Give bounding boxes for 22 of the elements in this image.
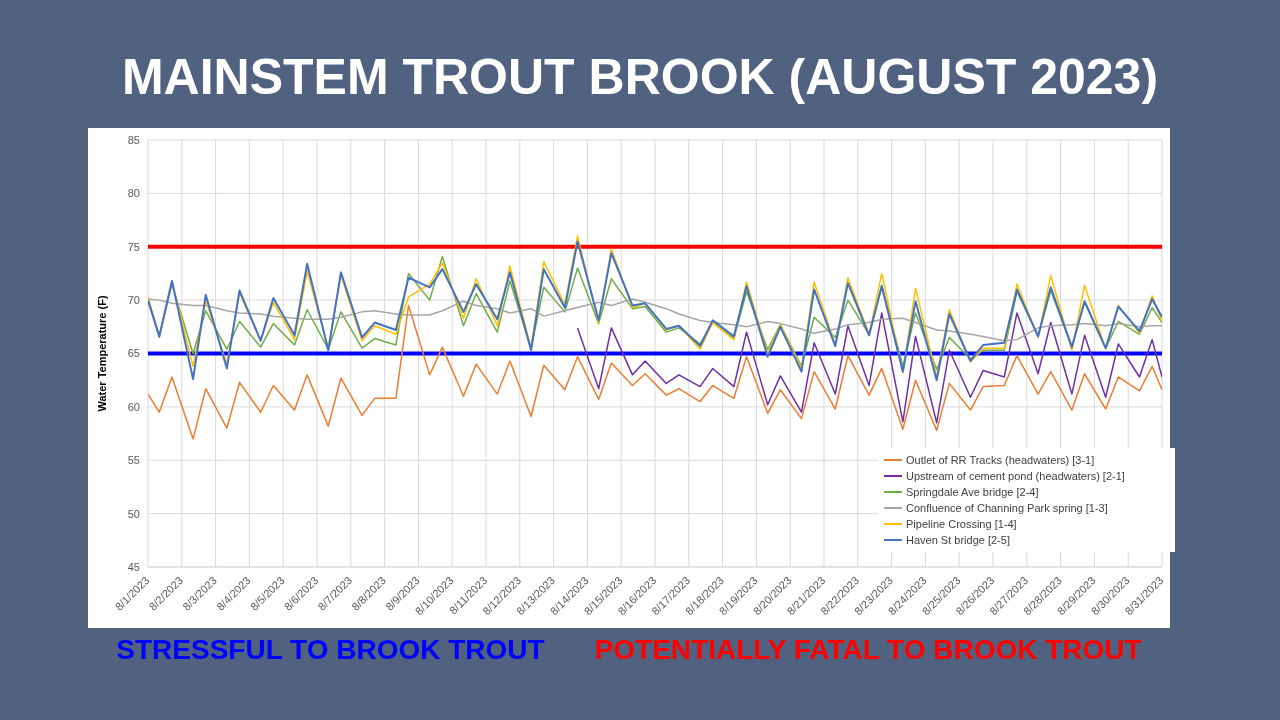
ref-line-label: STRESSFUL TO BROOK TROUT [116, 634, 545, 666]
legend-label: Pipeline Crossing [1-4] [906, 518, 1017, 530]
line-series [148, 304, 1162, 440]
line-series [148, 298, 1162, 342]
chart-title: MAINSTEM TROUT BROOK (AUGUST 2023) [120, 48, 1160, 106]
legend-label: Outlet of RR Tracks (headwaters) [3-1] [906, 454, 1095, 466]
line-series [576, 312, 1162, 424]
ref-line-label: POTENTIALLY FATAL TO BROOK TROUT [594, 634, 1142, 666]
legend-label: Haven St bridge [2-5] [906, 534, 1010, 546]
y-tick-label: 85 [127, 133, 140, 146]
y-tick-label: 65 [127, 347, 140, 360]
y-tick-label: 50 [127, 507, 140, 520]
y-tick-label: 55 [127, 454, 140, 467]
y-tick-label: 75 [127, 240, 140, 253]
y-tick-label: 45 [127, 560, 140, 573]
legend-label: Confluence of Channing Park spring [1-3] [906, 502, 1108, 514]
y-tick-label: 70 [127, 294, 140, 307]
legend-label: Upstream of cement pond (headwaters) [2-1] [906, 470, 1125, 482]
y-tick-label: 60 [127, 400, 140, 413]
legend-label: Springdale Ave bridge [2-4] [906, 486, 1039, 498]
y-tick-label: 80 [127, 187, 140, 200]
y-axis-title: Water Temperature (F) [95, 295, 108, 412]
